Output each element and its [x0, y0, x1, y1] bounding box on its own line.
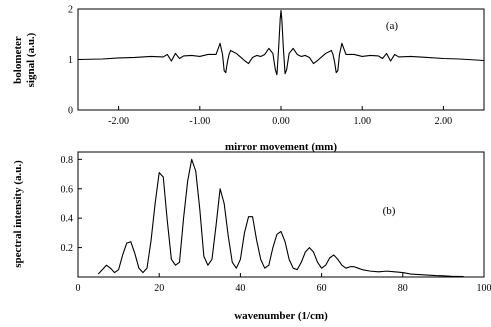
panel-a-plot-frame — [77, 8, 485, 111]
panel-a-label: (a) — [386, 20, 399, 32]
panel-b-ytick-label: 0.2 — [61, 243, 74, 254]
panel-b-xtick-label: 60 — [317, 283, 327, 294]
panel-a-xtick-label: -1.00 — [189, 116, 210, 127]
panel-b-xtick-label: 0 — [76, 283, 81, 294]
panel-b-xtick-label: 20 — [154, 283, 164, 294]
panel-a-xtick-label: -2.00 — [108, 116, 129, 127]
panel-b-ytick-label: 0.8 — [61, 155, 74, 166]
panel-a-xtick-label: 0.00 — [272, 116, 290, 127]
panel-b-ytick-label: 0.6 — [61, 184, 74, 195]
panel-b-xlabel: wavenumber (1/cm) — [234, 310, 328, 322]
panel-b-spectral-intensity: spectral intensity (a.u.) wavenumber (1/… — [12, 151, 491, 322]
panel-b-ylabel: spectral intensity (a.u.) — [12, 160, 24, 268]
panel-b-ytick-label: 0.4 — [61, 214, 74, 225]
panel-b-plot-frame — [77, 151, 485, 278]
panel-a-ytick-label: 2 — [68, 5, 73, 16]
panel-a-xlabel: mirror movement (mm) — [225, 141, 337, 153]
panel-b-label: (b) — [383, 205, 396, 217]
panel-b-xtick-label: 40 — [235, 283, 245, 294]
panel-b-xtick-label: 100 — [477, 283, 491, 294]
panel-a-series-line — [77, 9, 485, 76]
panel-a-ytick-label: 0 — [68, 106, 73, 117]
panel-a-ytick-label: 1 — [68, 55, 73, 66]
panel-a-ticks: -2.00 -1.00 0.00 1.00 2.00 0 1 2 — [68, 5, 452, 128]
panel-a-xtick-label: 1.00 — [353, 116, 371, 127]
panel-a-bolometer-signal: bolometer signal (a.u.) mirror movement … — [12, 5, 485, 153]
panel-b-xtick-label: 80 — [398, 283, 408, 294]
panel-a-xtick-label: 2.00 — [435, 116, 453, 127]
panel-a-ylabel-line-1: bolometer — [12, 36, 24, 84]
panel-b-ticks: 0 20 40 60 80 100 0.2 0.4 0.6 0.8 — [61, 155, 491, 294]
panel-a-ylabel-line-2: signal (a.u.) — [25, 32, 37, 87]
panel-b-series-line — [97, 158, 464, 278]
